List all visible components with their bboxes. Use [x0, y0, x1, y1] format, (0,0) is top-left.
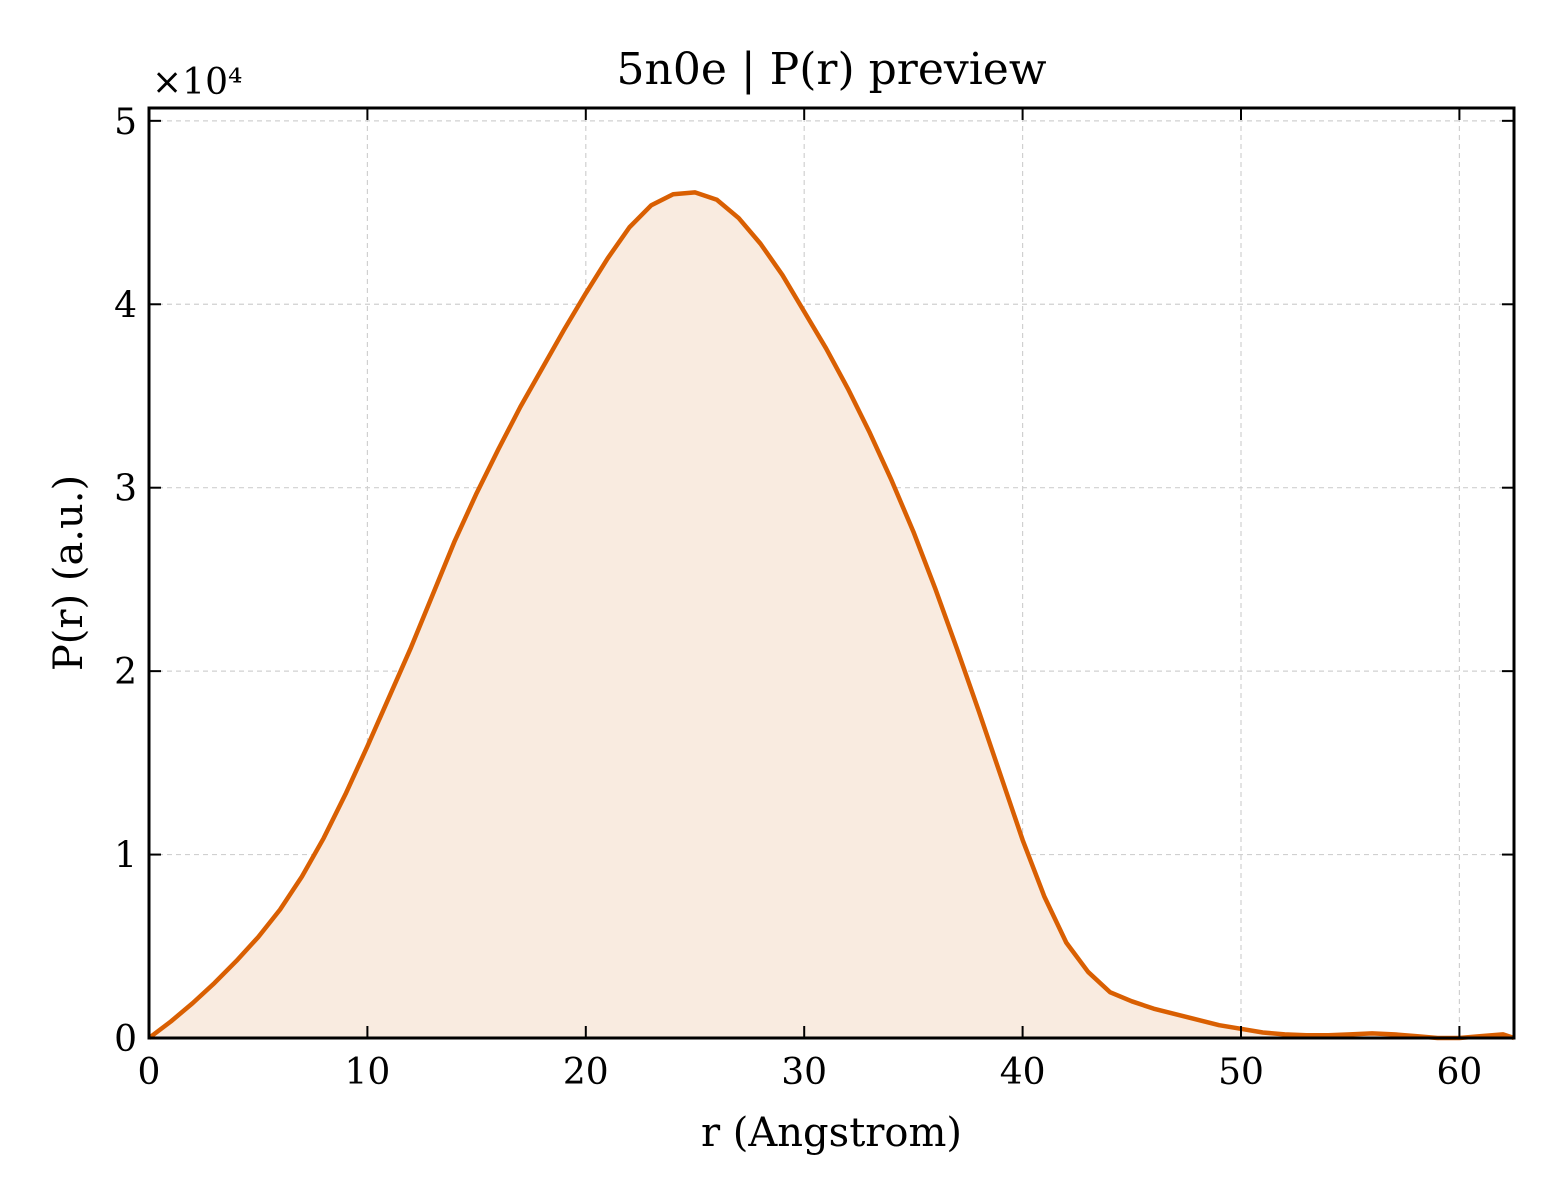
x-tick-label: 20 [563, 1052, 609, 1093]
y-tick-label: 1 [114, 836, 137, 877]
y-tick-label: 0 [114, 1019, 137, 1060]
x-tick-label: 10 [344, 1052, 390, 1093]
chart-title: 5n0e | P(r) preview [617, 44, 1047, 95]
x-tick-label: 40 [1000, 1052, 1046, 1093]
x-tick-label: 0 [138, 1052, 161, 1093]
x-tick-label: 50 [1218, 1052, 1264, 1093]
plot-frame [147, 106, 1516, 1040]
y-tick-label: 4 [114, 285, 137, 326]
y-tick-label: 3 [114, 469, 137, 510]
y-tick-label: 5 [114, 102, 137, 143]
x-tick-label: 30 [781, 1052, 827, 1093]
y-axis-label: P(r) (a.u.) [46, 475, 92, 671]
axis-ticks: 0 10 20 30 40 50 60 0 1 2 3 4 5 [114, 102, 1514, 1093]
pr-area-fill [149, 192, 1514, 1038]
y-axis-multiplier: ×10⁴ [152, 62, 242, 103]
x-tick-label: 60 [1436, 1052, 1482, 1093]
pr-curve-line [147, 190, 1515, 1041]
x-axis-label: r (Angstrom) [701, 1110, 962, 1156]
y-tick-label: 2 [114, 652, 137, 693]
